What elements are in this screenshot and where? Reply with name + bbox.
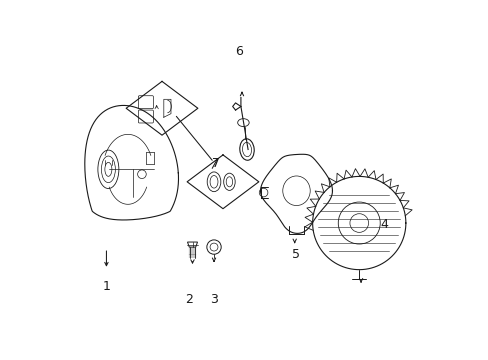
Text: 6: 6: [235, 45, 243, 58]
Text: 2: 2: [184, 293, 192, 306]
Text: 4: 4: [380, 218, 387, 231]
Text: 1: 1: [102, 280, 110, 293]
Text: 5: 5: [292, 248, 300, 261]
Text: 7: 7: [211, 157, 220, 170]
Text: 3: 3: [210, 293, 218, 306]
